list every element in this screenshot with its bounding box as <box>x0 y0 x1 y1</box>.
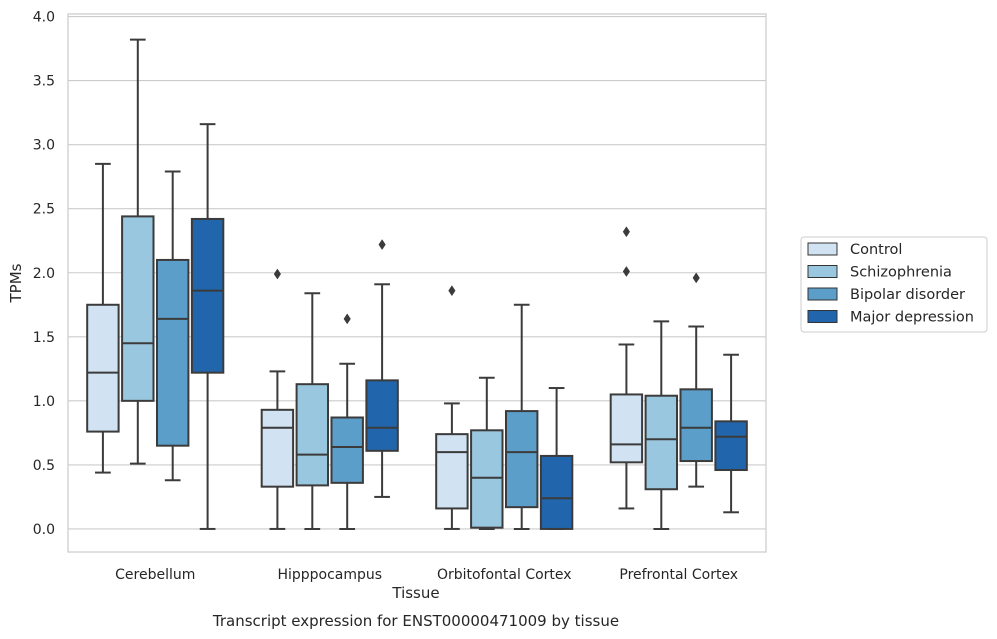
y-tick-label: 4.0 <box>33 10 55 26</box>
box-3-2 <box>679 272 713 488</box>
outlier-point <box>273 268 281 280</box>
box-3-3 <box>714 353 748 514</box>
plot-frame <box>67 13 767 553</box>
box-iqr <box>190 217 225 374</box>
y-tick-label: 1.0 <box>33 394 55 410</box>
outlier-point <box>378 239 386 251</box>
box-1-0 <box>260 268 295 530</box>
box-0-0 <box>86 162 120 474</box>
box-iqr <box>435 433 469 510</box>
x-tick-label: Cerebellum <box>115 567 195 583</box>
box-2-0 <box>435 285 469 530</box>
box-0-2 <box>155 170 190 482</box>
outlier-point <box>622 266 630 277</box>
legend-label: Schizophrenia <box>850 265 952 281</box>
y-tick-label: 2.5 <box>33 202 55 218</box>
y-tick-label: 1.5 <box>33 330 55 346</box>
box-iqr <box>609 393 644 464</box>
box-2-1 <box>470 376 504 530</box>
outlier-point <box>622 226 630 238</box>
legend-swatch <box>807 287 838 301</box>
box-iqr <box>714 420 748 472</box>
box-iqr <box>679 388 713 463</box>
box-1-1 <box>295 292 330 530</box>
x-tick-label: Hipppocampus <box>277 567 382 583</box>
box-iqr <box>644 394 679 491</box>
x-tick-label: Prefrontal Cortex <box>619 567 738 583</box>
x-axis-label: Tissue <box>391 584 439 602</box>
x-axis-tick-labels: Cerebellum Hipppocampus Orbitofontal Corte… <box>115 567 738 583</box>
plot-area <box>67 13 767 553</box>
box-iqr <box>504 410 539 509</box>
box-1-2 <box>330 313 364 530</box>
box-iqr <box>295 383 330 487</box>
y-tick-label: 0.5 <box>33 458 55 474</box>
box-iqr <box>365 379 399 452</box>
legend-frame <box>800 236 988 333</box>
outlier-point <box>343 313 351 325</box>
legend-label: Major depression <box>850 310 974 326</box>
box-3-1 <box>644 320 679 530</box>
box-0-3 <box>190 123 225 530</box>
legend: Control Schizophrenia Bipolar disorder Majo… <box>800 236 988 333</box>
legend-swatch <box>807 310 838 323</box>
y-tick-label: 2.0 <box>33 266 55 282</box>
y-tick-label: 0.0 <box>33 522 55 538</box>
y-tick-label: 3.0 <box>33 138 55 154</box>
box-iqr <box>330 416 364 484</box>
outlier-point <box>448 285 456 297</box>
boxes-layer <box>86 38 748 530</box>
outlier-point <box>692 272 700 284</box>
x-tick-label: Orbitofontal Cortex <box>437 567 572 583</box>
box-2-3 <box>539 387 574 530</box>
box-2-2 <box>504 303 539 530</box>
box-iqr <box>86 303 120 433</box>
box-iqr <box>260 408 295 488</box>
legend-swatch <box>807 265 838 278</box>
y-axis-label: TPMs <box>7 263 25 303</box>
box-0-1 <box>121 38 155 465</box>
legend-label: Control <box>850 242 902 258</box>
box-3-0 <box>609 226 644 510</box>
box-1-3 <box>365 239 399 498</box>
box-iqr <box>539 454 574 530</box>
box-iqr <box>470 429 504 529</box>
y-tick-label: 3.5 <box>33 74 55 90</box>
legend-swatch <box>807 242 838 256</box>
chart-caption: Transcript expression for ENST0000047100… <box>212 612 619 630</box>
legend-label: Bipolar disorder <box>850 287 965 303</box>
box-iqr <box>121 215 155 402</box>
box-iqr <box>155 258 190 447</box>
y-axis-tick-labels: 0.0 0.5 1.0 1.5 2.0 2.5 3.0 3.5 4.0 <box>33 10 55 538</box>
